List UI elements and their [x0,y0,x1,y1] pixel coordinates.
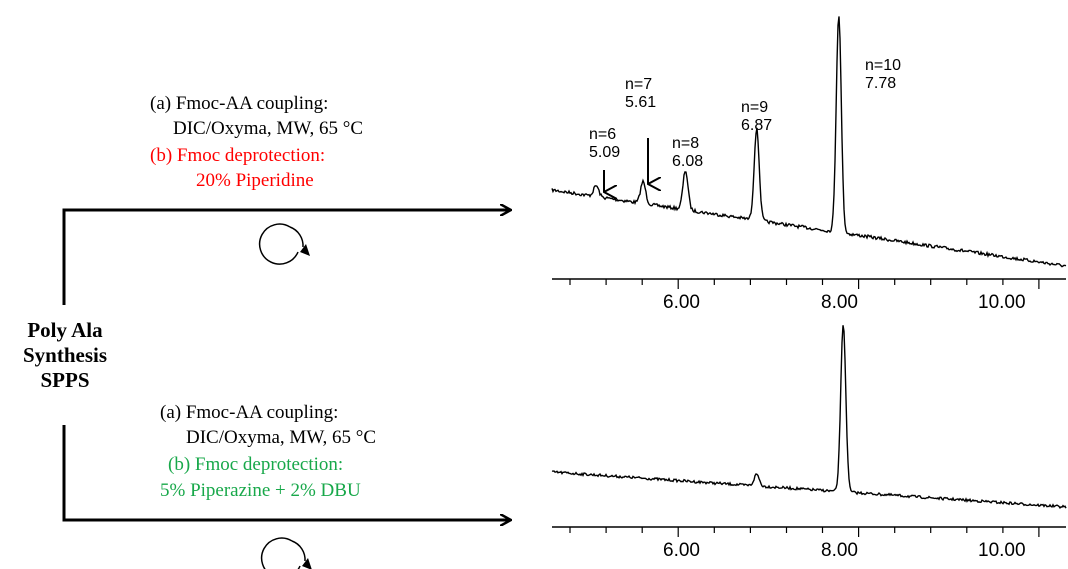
peak-label-n8-rt: 6.08 [672,153,704,171]
peak-label-n6: n=6 5.09 [589,126,620,163]
peak-label-n6-n: n=6 [589,126,617,143]
bottom-tick-label-6: 6.00 [663,540,700,561]
peak-label-n9-n: n=9 [741,99,769,116]
chromatogram-top-ticks [569,279,1040,289]
chromatogram-bottom [551,325,1067,537]
top-step-a-label: (a) Fmoc-AA coupling: [150,93,329,114]
top-step-b-detail: 20% Piperidine [196,170,314,191]
center-label: Poly Ala Synthesis SPPS [10,318,120,394]
center-line-3: SPPS [40,368,90,393]
peak-label-n10-rt: 7.78 [865,75,897,93]
bottom-tick-label-8: 8.00 [821,540,858,561]
chromatogram-top-trace [551,16,1067,268]
peak-label-n7-n: n=7 [625,76,653,93]
top-step-b-label: (b) Fmoc deprotection: [150,145,326,166]
peak-label-n10-n: n=10 [865,57,902,74]
bottom-step-a-label: (a) Fmoc-AA coupling: [160,402,339,423]
top-tick-label-8: 8.00 [821,292,858,313]
bottom-rotation-icon [260,537,312,569]
peak-label-n8-n: n=8 [672,135,700,152]
top-tick-label-10: 10.00 [978,292,1026,313]
peak-label-n9: n=9 6.87 [741,99,772,136]
peak-label-n10: n=10 7.78 [865,57,901,94]
bottom-step-b-label: (b) Fmoc deprotection: [168,454,344,475]
top-rotation-icon [258,223,310,265]
peak-label-n6-rt: 5.09 [589,144,621,162]
chromatogram-bottom-ticks [569,527,1040,537]
chromatogram-bottom-trace [551,325,1067,509]
bottom-step-b-detail: 5% Piperazine + 2% DBU [160,480,361,501]
center-line-1: Poly Ala [27,318,103,342]
top-route-arrow [62,210,510,305]
bottom-step-a-detail: DIC/Oxyma, MW, 65 °C [186,427,377,448]
peak-label-n9-rt: 6.87 [741,117,773,135]
chromatogram-top [551,16,1067,289]
peak-label-n7-rt: 5.61 [625,94,657,112]
peak-label-n8: n=8 6.08 [672,135,703,172]
top-step-a-detail: DIC/Oxyma, MW, 65 °C [173,118,364,139]
center-line-2: Synthesis [22,343,108,368]
top-tick-label-6: 6.00 [663,292,700,313]
bottom-tick-label-10: 10.00 [978,540,1026,561]
peak-label-n7: n=7 5.61 [625,76,656,113]
bottom-route-arrow [62,425,510,520]
